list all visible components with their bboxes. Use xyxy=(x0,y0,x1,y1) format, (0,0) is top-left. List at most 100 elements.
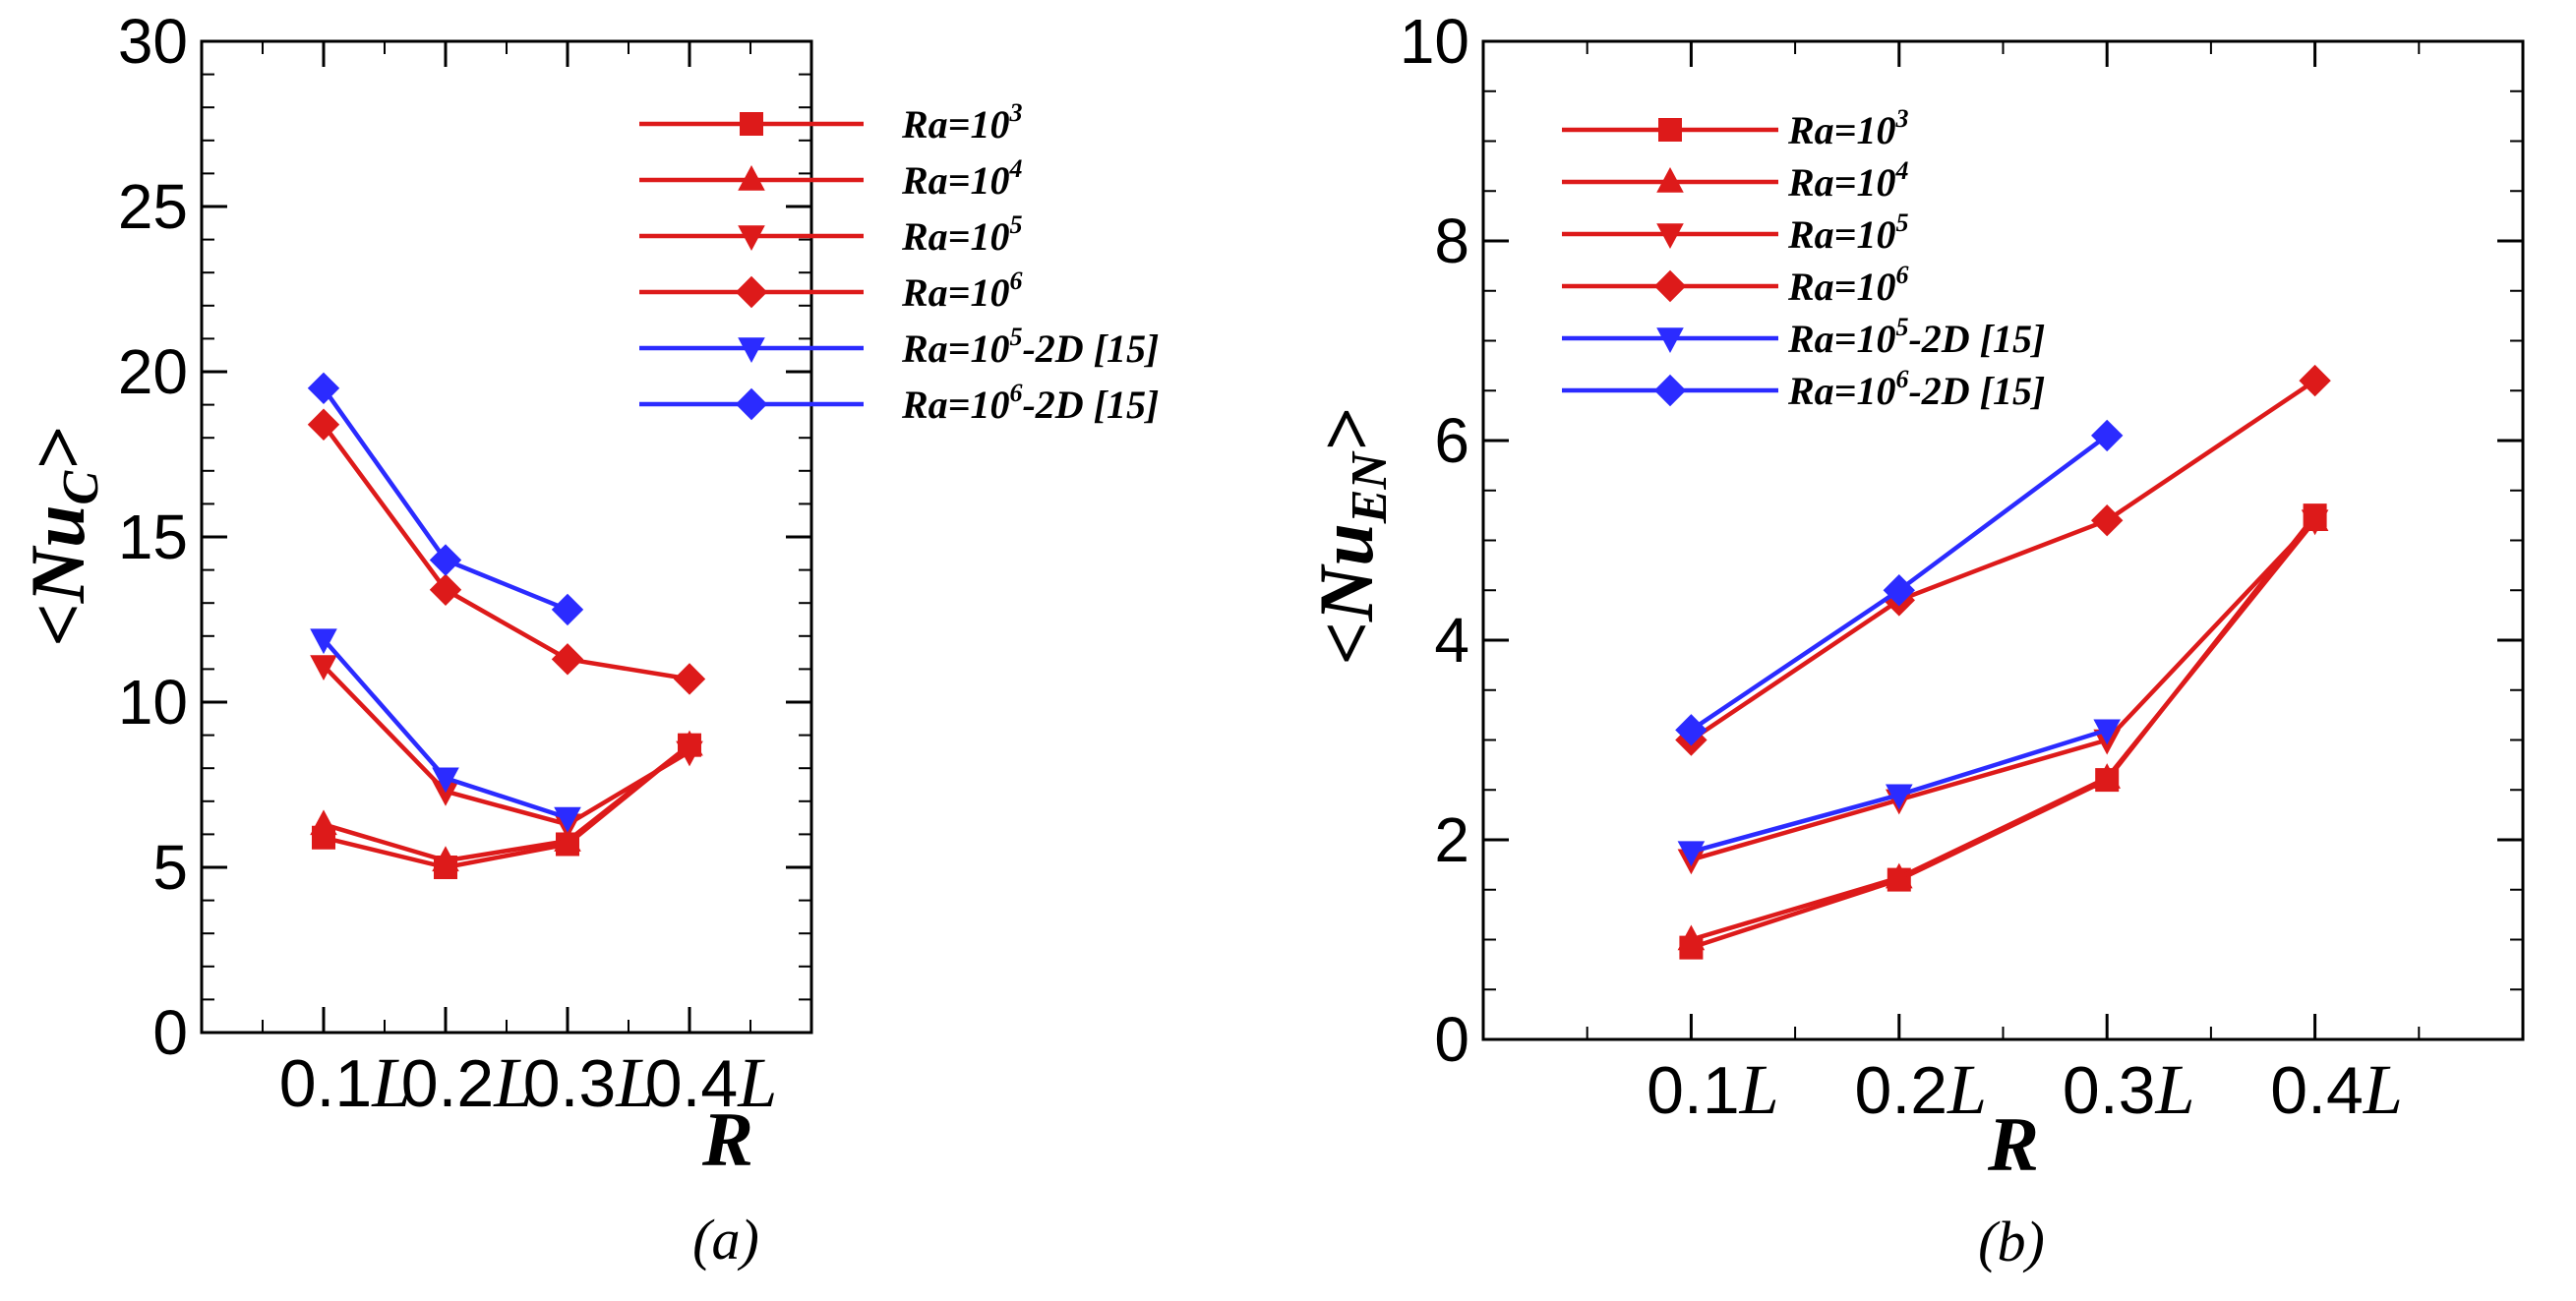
legend-label-base: Ra=10 xyxy=(1787,317,1895,361)
legend-entry: Ra=103 xyxy=(1787,104,1908,152)
x-tick-label: 0.1L xyxy=(1647,1050,1779,1129)
series-line xyxy=(322,664,691,827)
legend-label-base: Ra=10 xyxy=(1787,212,1895,257)
series-line xyxy=(1690,518,2317,862)
legend-marker xyxy=(1656,327,1684,353)
series-a-4 xyxy=(310,628,581,833)
y-tick-label: 2 xyxy=(1434,804,1469,875)
legend-entry: Ra=105 xyxy=(901,210,1022,259)
legend-marker xyxy=(738,225,765,251)
legend-entry: Ra=104 xyxy=(1787,156,1908,205)
x-tick-label: 0.3L xyxy=(2063,1050,2195,1129)
y-tick-label: 5 xyxy=(152,832,188,903)
legend-marker xyxy=(740,112,763,136)
y-tick-label: 4 xyxy=(1434,605,1469,676)
legend-label-exponent: 5 xyxy=(1895,313,1908,341)
legend-label-exponent: 4 xyxy=(1008,154,1022,183)
legend-label-suffix: -2D [15] xyxy=(1022,383,1159,427)
data-point xyxy=(432,767,459,794)
legend-label-base: Ra=10 xyxy=(901,158,1009,203)
x-tick-unit: L xyxy=(493,1043,533,1122)
legend-label-exponent: 6 xyxy=(1895,365,1908,393)
legend-label-suffix: -2D [15] xyxy=(1022,326,1159,371)
legend-label-base: Ra=10 xyxy=(1787,369,1895,413)
legend-label-base: Ra=10 xyxy=(901,326,1009,371)
x-tick-unit: L xyxy=(615,1043,655,1122)
y-axis-title-main: <Nu xyxy=(1303,523,1389,665)
x-axis-title: R xyxy=(701,1096,753,1182)
x-tick-number: 0.1 xyxy=(279,1046,373,1121)
series-a-3 xyxy=(307,408,706,695)
data-point xyxy=(2093,763,2121,789)
y-axis-title-close: > xyxy=(1303,409,1389,452)
x-tick-number: 0.2 xyxy=(401,1046,495,1121)
y-axis-title-main: <Nu xyxy=(15,504,100,646)
y-tick-label: 0 xyxy=(152,997,188,1068)
legend-marker xyxy=(1653,374,1687,407)
x-tick-number: 0.2 xyxy=(1855,1053,1948,1128)
legend-label-base: Ra=10 xyxy=(901,102,1009,147)
data-point xyxy=(676,740,703,767)
data-point xyxy=(432,846,459,872)
legend-entry: Ra=105-2D [15] xyxy=(1787,313,2045,361)
y-tick-label: 20 xyxy=(118,336,188,407)
data-point xyxy=(1677,841,1706,867)
x-tick-unit: L xyxy=(737,1043,777,1122)
series-line xyxy=(322,423,690,681)
y-tick-label: 8 xyxy=(1434,206,1469,276)
series-line xyxy=(1690,518,2317,942)
data-point xyxy=(310,655,337,681)
y-tick-label: 15 xyxy=(118,502,188,572)
legend-entry: Ra=103 xyxy=(901,98,1022,147)
legend-marker xyxy=(735,275,768,309)
x-tick-label: 0.4L xyxy=(645,1043,778,1122)
legend-entry: Ra=105 xyxy=(1787,208,1908,257)
data-point xyxy=(307,372,340,404)
data-point xyxy=(429,544,462,576)
legend-label-base: Ra=10 xyxy=(1787,108,1895,152)
x-tick-unit: L xyxy=(371,1043,411,1122)
x-tick-label: 0.4L xyxy=(2270,1050,2403,1129)
legend-label-exponent: 6 xyxy=(1895,261,1908,289)
data-point xyxy=(307,408,340,441)
chart-a: 0510152025300.1L0.2L0.3L0.4LR<NuC>(a)Ra=… xyxy=(15,6,1159,1271)
data-point xyxy=(1886,784,1913,810)
data-point xyxy=(2299,364,2331,397)
data-point xyxy=(1886,862,1913,889)
legend-entry: Ra=106-2D [15] xyxy=(901,379,1159,427)
legend-label-base: Ra=10 xyxy=(1787,265,1895,309)
legend-entry: Ra=106-2D [15] xyxy=(1787,365,2045,413)
y-tick-label: 6 xyxy=(1434,405,1469,476)
legend-entry: Ra=106 xyxy=(1787,261,1908,309)
legend-entry: Ra=106 xyxy=(901,266,1022,315)
legend-marker xyxy=(1656,167,1684,193)
legend-label-base: Ra=10 xyxy=(901,270,1009,315)
legend-label-exponent: 3 xyxy=(1894,104,1908,133)
legend-label-exponent: 6 xyxy=(1009,266,1022,295)
x-tick-label: 0.2L xyxy=(1855,1050,1988,1129)
y-tick-label: 30 xyxy=(118,6,188,77)
panel-caption: (a) xyxy=(692,1208,759,1271)
legend-entry: Ra=104 xyxy=(901,154,1022,203)
y-axis-title-sub: EN xyxy=(1342,450,1398,525)
data-point xyxy=(1883,574,1915,607)
legend-label-suffix: -2D [15] xyxy=(1908,317,2045,361)
data-point xyxy=(432,780,459,806)
legend-marker xyxy=(738,165,765,191)
legend-label-base: Ra=10 xyxy=(901,383,1009,427)
legend-label-exponent: 5 xyxy=(1009,210,1022,239)
legend-label-base: Ra=10 xyxy=(1787,160,1895,205)
data-point xyxy=(551,643,584,676)
series-line xyxy=(1690,379,2316,742)
y-tick-label: 10 xyxy=(118,667,188,738)
data-point xyxy=(2093,719,2121,745)
y-axis-title: <NuEN> xyxy=(1303,409,1398,666)
legend-label-exponent: 6 xyxy=(1009,379,1022,407)
legend-marker xyxy=(738,337,765,363)
legend-marker xyxy=(735,387,768,421)
series-b-4 xyxy=(1677,719,2121,867)
x-tick-unit: L xyxy=(1739,1050,1779,1129)
